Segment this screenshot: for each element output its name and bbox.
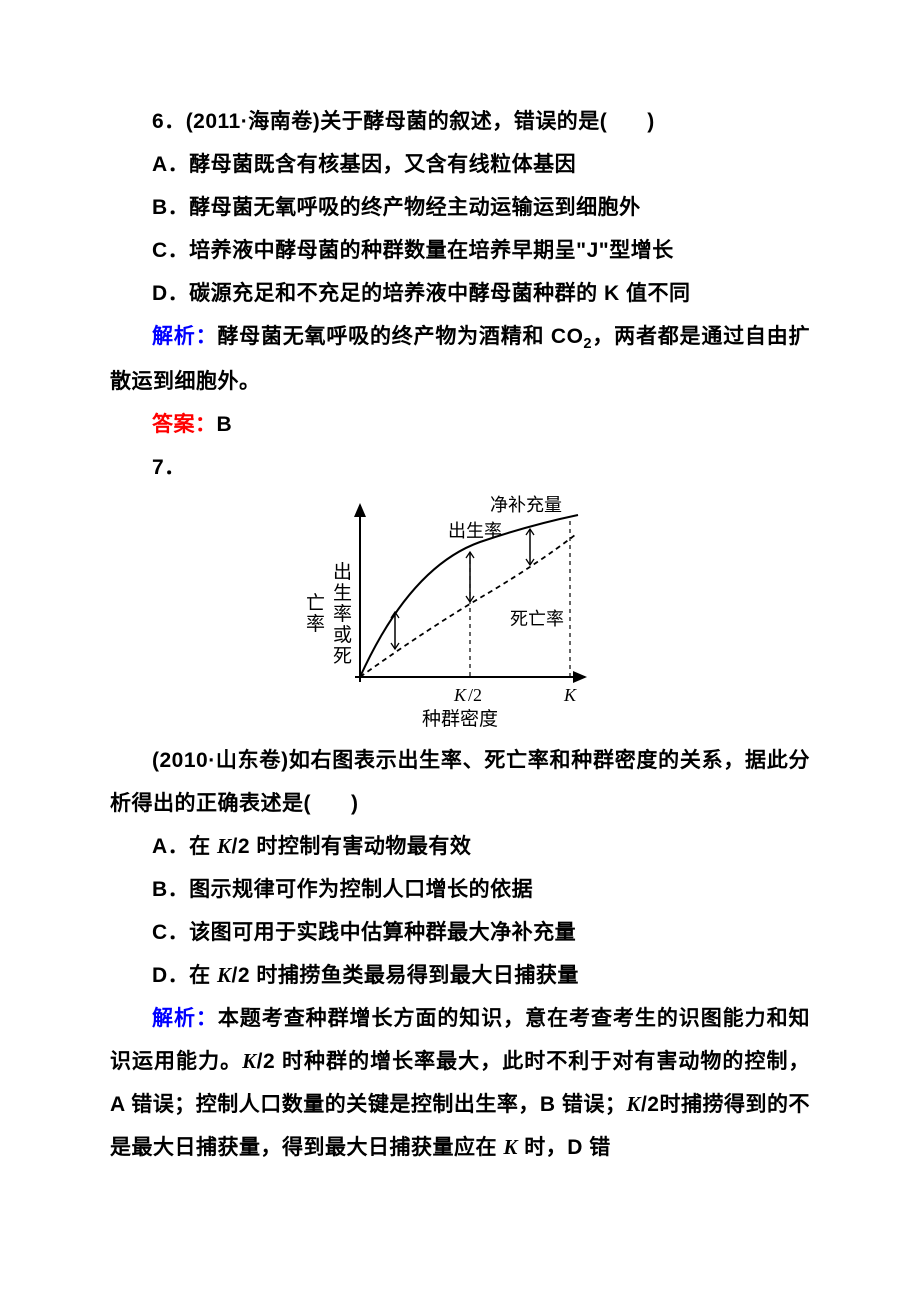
net-label: 净补充量 (490, 491, 562, 517)
q6-stem-b: ) (647, 110, 655, 133)
q6-stem-a: 关于酵母菌的叙述，错误的是( (320, 110, 607, 133)
q7e2e: K (503, 1135, 518, 1159)
q6-stem: 6．(2011·海南卷)关于酵母菌的叙述，错误的是() (110, 100, 810, 143)
q6-number: 6． (152, 110, 186, 133)
q7e2a: K (242, 1049, 257, 1073)
death-label: 死亡率 (510, 605, 564, 631)
answer-value: B (217, 413, 233, 436)
q7-opt-b: B．图示规律可作为控制人口增长的依据 (110, 868, 810, 911)
q7d-b: /2 时捕捞鱼类最易得到最大日捕获量 (232, 964, 579, 987)
explain-label: 解析： (152, 1007, 218, 1030)
x-axis-label: 种群密度 (330, 704, 590, 731)
q7-opt-c: C．该图可用于实践中估算种群最大净补充量 (110, 911, 810, 954)
q6-answer: 答案：B (110, 403, 810, 446)
k2-label-k: K (454, 685, 466, 706)
q7e2f: 时，D 错 (518, 1136, 611, 1159)
q7d-k: K (217, 963, 232, 987)
answer-label: 答案： (152, 413, 217, 436)
q7-source: (2010·山东卷) (152, 749, 289, 772)
q7-opt-a: A．在 K/2 时控制有害动物最有效 (110, 825, 810, 868)
k-label: K (564, 685, 576, 706)
q6-opt-a: A．酵母菌既含有核基因，又含有线粒体基因 (110, 143, 810, 186)
q6-opt-b: B．酵母菌无氧呼吸的终产物经主动运输运到细胞外 (110, 186, 810, 229)
q6-exp-a: 酵母菌无氧呼吸的终产物为酒精和 CO (217, 325, 583, 348)
birth-label: 出生率 (448, 517, 502, 543)
q7-explain: 解析：本题考查种群增长方面的知识，意在考查考生的识图能力和知识运用能力。K/2 … (110, 997, 810, 1169)
q7a-a: A．在 (152, 835, 217, 858)
q7-opt-d: D．在 K/2 时捕捞鱼类最易得到最大日捕获量 (110, 954, 810, 997)
co2-sub: 2 (583, 336, 592, 352)
k2-label-2: /2 (468, 685, 482, 706)
explain-label: 解析： (152, 325, 217, 348)
q6-opt-d: D．碳源充足和不充足的培养液中酵母菌种群的 K 值不同 (110, 272, 810, 315)
q7-stem-end: ) (351, 792, 359, 815)
q7a-b: /2 时控制有害动物最有效 (232, 835, 472, 858)
q6-source: (2011·海南卷) (186, 110, 321, 133)
q7d-a: D．在 (152, 964, 217, 987)
q7a-k: K (217, 834, 232, 858)
chart-figure: 出生率或死亡率 净补充量 出生率 死亡率 K /2 K 种群密度 (110, 497, 810, 731)
y-axis-label: 出生率或死亡率 (300, 555, 354, 672)
q7-stem: (2010·山东卷)如右图表示出生率、死亡率和种群密度的关系，据此分析得出的正确… (110, 739, 810, 825)
q7-number: 7． (152, 456, 186, 479)
q6-explain: 解析：酵母菌无氧呼吸的终产物为酒精和 CO2，两者都是通过自由扩散运到细胞外。 (110, 315, 810, 402)
q7-number-line: 7． (110, 446, 810, 489)
q6-opt-c: C．培养液中酵母菌的种群数量在培养早期呈"J"型增长 (110, 229, 810, 272)
q7e2c: K (626, 1092, 641, 1116)
chart-container: 出生率或死亡率 净补充量 出生率 死亡率 K /2 K 种群密度 (330, 497, 590, 731)
